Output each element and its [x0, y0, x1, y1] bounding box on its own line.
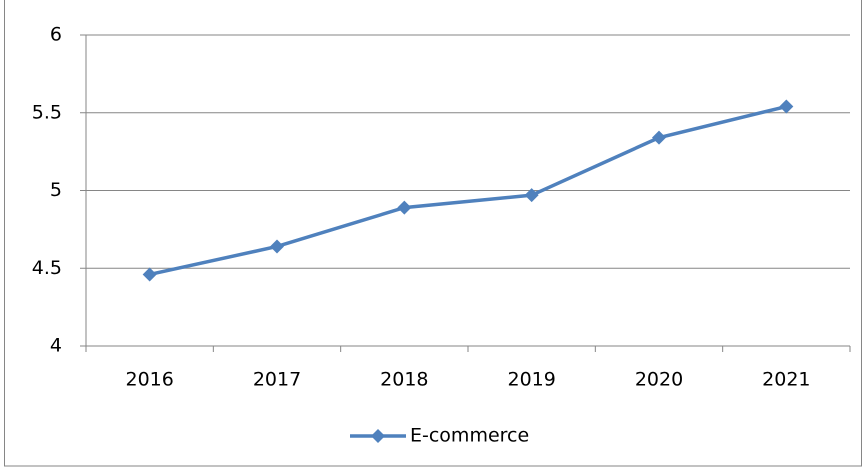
x-tick-label: 2016 [125, 369, 173, 391]
legend-marker [371, 429, 385, 443]
y-tick-label: 4.5 [32, 257, 62, 279]
y-tick-label: 5.5 [32, 101, 62, 123]
series-line [149, 104, 787, 277]
y-tick-label: 5 [50, 179, 62, 201]
chart-frame [4, 0, 862, 467]
point [524, 188, 539, 203]
x-tick-label: 2019 [507, 369, 555, 391]
point [652, 130, 666, 145]
x-tick-label: 2020 [635, 369, 683, 391]
legend-label: E-commerce [410, 425, 529, 447]
x-tick-label: 2021 [762, 369, 810, 391]
x-tick-label: 2017 [253, 369, 301, 391]
point [779, 99, 794, 114]
point [270, 239, 284, 254]
y-tick-label: 4 [50, 335, 62, 357]
x-tick-label: 2018 [380, 369, 428, 391]
point [397, 200, 412, 215]
point [142, 267, 157, 282]
y-tick-label: 6 [50, 24, 62, 46]
